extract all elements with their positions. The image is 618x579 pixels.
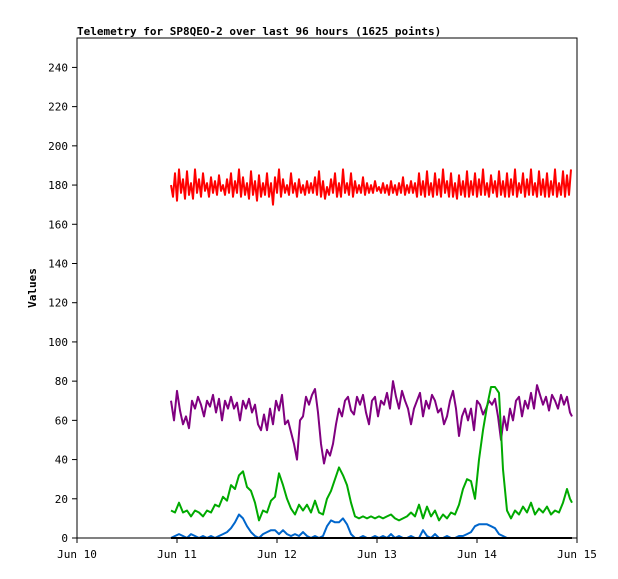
y-axis: 0 20 40 60 80 100 120 140 160 180 200 220 240 [48,61,77,545]
y-tick-label: 60 [55,414,68,427]
y-tick-label: 240 [48,61,68,74]
y-tick-label: 100 [48,336,68,349]
x-tick-label: Jun 12 [257,548,297,561]
y-tick-label: 20 [55,493,68,506]
y-tick-label: 80 [55,375,68,388]
y-tick-label: 160 [48,218,68,231]
y-tick-label: 120 [48,297,68,310]
y-tick-label: 0 [61,532,68,545]
series-line-1 [170,168,572,206]
y-tick-label: 40 [55,454,68,467]
y-axis-label: Values [26,268,39,308]
x-tick-label: Jun 10 [57,548,97,561]
x-tick-label: Jun 11 [157,548,197,561]
data-series [170,168,573,539]
y-tick-label: 180 [48,179,68,192]
x-tick-label: Jun 13 [357,548,397,561]
x-axis: Jun 10 Jun 11 Jun 12 Jun 13 Jun 14 Jun 15 [57,538,597,561]
y-tick-label: 140 [48,257,68,270]
y-tick-label: 200 [48,140,68,153]
chart-title: Telemetry for SP8QEO-2 over last 96 hour… [77,25,441,38]
x-tick-label: Jun 15 [557,548,597,561]
series-line-3 [170,386,573,522]
x-tick-label: Jun 14 [457,548,497,561]
series-line-2 [170,380,573,465]
y-tick-label: 220 [48,101,68,114]
